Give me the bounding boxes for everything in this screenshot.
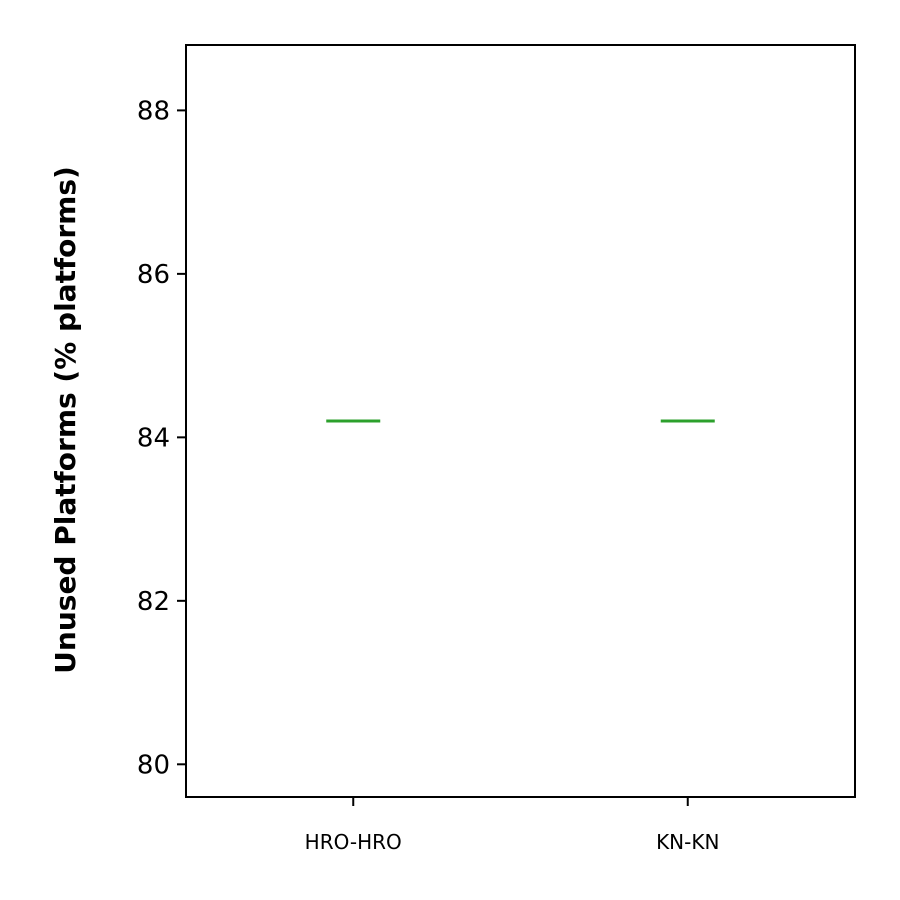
- plot-area: 80 82 84 86 88 HRO-HRO KN-KN: [137, 44, 856, 854]
- y-tick-label: 86: [137, 260, 170, 290]
- y-tick-label: 84: [137, 423, 170, 453]
- y-tick-label: 88: [137, 96, 170, 126]
- x-tick-label: HRO-HRO: [305, 830, 402, 854]
- y-tick-label: 80: [137, 750, 170, 780]
- y-tick-label: 82: [137, 587, 170, 617]
- axes-frame: [185, 44, 856, 798]
- x-tick-label: KN-KN: [656, 830, 719, 854]
- y-axis-title: Unused Platforms (% platforms): [49, 166, 82, 674]
